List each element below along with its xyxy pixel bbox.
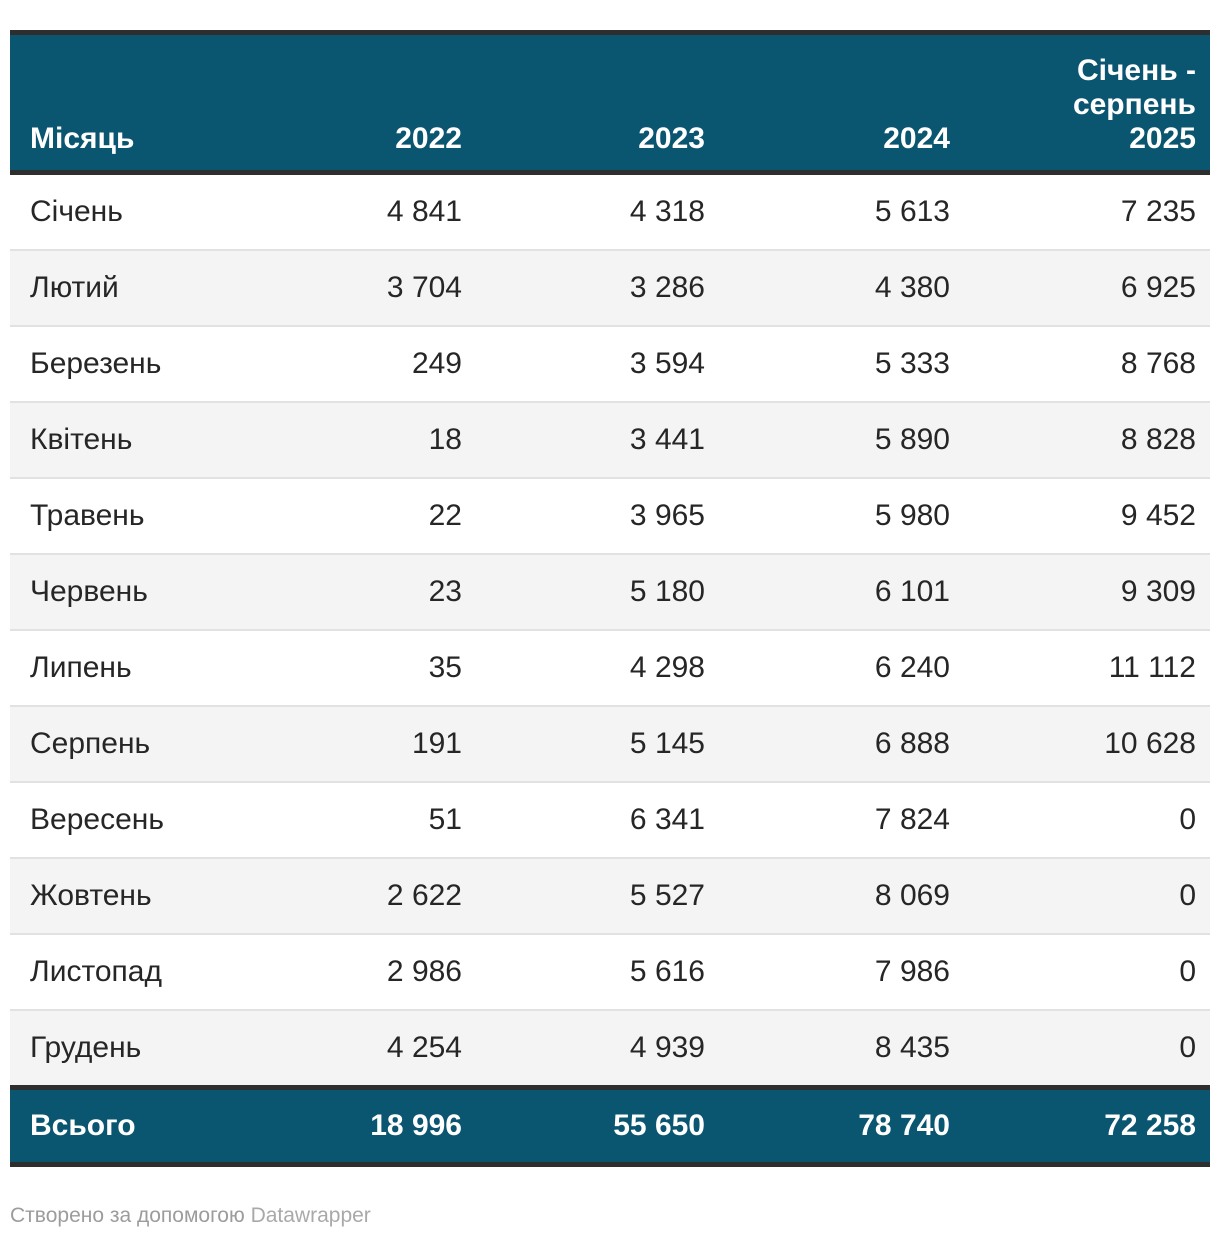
cell-month: Квітень <box>30 423 133 456</box>
table-row-december: Грудень 4 254 4 939 8 435 0 <box>10 1010 1210 1088</box>
total-2024: 78 740 <box>858 1109 950 1142</box>
cell-2025: 0 <box>1179 879 1196 912</box>
table-row-march: Березень 249 3 594 5 333 8 768 <box>10 326 1210 402</box>
cell-2024: 6 888 <box>874 727 950 760</box>
cell-2022: 51 <box>428 803 462 836</box>
cell-2022: 22 <box>428 499 462 532</box>
cell-2024: 8 435 <box>874 1031 950 1064</box>
table-row-february: Лютий 3 704 3 286 4 380 6 925 <box>10 250 1210 326</box>
total-2023: 55 650 <box>613 1109 705 1142</box>
cell-2022: 191 <box>411 727 462 760</box>
cell-2025: 0 <box>1179 1031 1196 1064</box>
table-row-july: Липень 35 4 298 6 240 11 112 <box>10 630 1210 706</box>
cell-2024: 5 980 <box>874 499 950 532</box>
cell-month: Травень <box>30 499 145 532</box>
total-2025: 72 258 <box>1104 1109 1196 1142</box>
cell-2024: 5 613 <box>874 195 950 228</box>
attribution: Створено за допомогою Datawrapper <box>10 1203 1220 1229</box>
table-body: Січень 4 841 4 318 5 613 7 235 Лютий 3 7… <box>10 173 1210 1088</box>
cell-2023: 5 527 <box>629 879 705 912</box>
total-2022: 18 996 <box>370 1109 462 1142</box>
cell-month: Листопад <box>30 955 162 988</box>
monthly-data-table-wrap: Місяць 2022 2023 2024 Січень - серпень 2… <box>10 30 1210 1167</box>
table-row-november: Листопад 2 986 5 616 7 986 0 <box>10 934 1210 1010</box>
table-row-may: Травень 22 3 965 5 980 9 452 <box>10 478 1210 554</box>
table-row-june: Червень 23 5 180 6 101 9 309 <box>10 554 1210 630</box>
header-row: Місяць 2022 2023 2024 Січень - серпень 2… <box>10 32 1210 173</box>
cell-2022: 249 <box>411 347 462 380</box>
cell-2023: 6 341 <box>629 803 705 836</box>
cell-2024: 5 333 <box>874 347 950 380</box>
cell-2024: 7 824 <box>874 803 950 836</box>
cell-2025: 7 235 <box>1120 195 1196 228</box>
cell-2025: 9 309 <box>1120 575 1196 608</box>
cell-2025: 11 112 <box>1108 651 1196 684</box>
cell-2023: 4 318 <box>629 195 705 228</box>
cell-2023: 5 616 <box>629 955 705 988</box>
cell-2023: 5 180 <box>629 575 705 608</box>
cell-2023: 3 441 <box>629 423 705 456</box>
cell-2022: 4 841 <box>386 195 462 228</box>
attribution-datawrapper-link[interactable]: Datawrapper <box>250 1204 371 1227</box>
cell-2023: 4 939 <box>629 1031 705 1064</box>
cell-2025: 6 925 <box>1120 271 1196 304</box>
cell-2024: 6 240 <box>874 651 950 684</box>
cell-2023: 3 965 <box>629 499 705 532</box>
cell-2024: 7 986 <box>874 955 950 988</box>
table-row-october: Жовтень 2 622 5 527 8 069 0 <box>10 858 1210 934</box>
cell-2022: 3 704 <box>386 271 462 304</box>
total-label: Всього <box>30 1109 136 1142</box>
table-header: Місяць 2022 2023 2024 Січень - серпень 2… <box>10 32 1210 173</box>
cell-month: Вересень <box>30 803 164 836</box>
cell-2022: 23 <box>428 575 462 608</box>
cell-2022: 18 <box>428 423 462 456</box>
table-row-august: Серпень 191 5 145 6 888 10 628 <box>10 706 1210 782</box>
header-2022: 2022 <box>395 122 462 155</box>
cell-month: Червень <box>30 575 148 608</box>
header-2023: 2023 <box>638 122 705 155</box>
cell-2024: 8 069 <box>874 879 950 912</box>
header-month: Місяць <box>30 122 135 155</box>
header-2025-line3: 2025 <box>1129 122 1196 155</box>
cell-month: Березень <box>30 347 162 380</box>
cell-2025: 10 628 <box>1104 727 1196 760</box>
header-2024: 2024 <box>883 122 950 155</box>
cell-2025: 8 768 <box>1120 347 1196 380</box>
cell-2025: 0 <box>1179 955 1196 988</box>
cell-2023: 3 594 <box>629 347 705 380</box>
table-footer: Всього 18 996 55 650 78 740 72 258 <box>10 1087 1210 1165</box>
cell-month: Липень <box>30 651 132 684</box>
cell-2023: 3 286 <box>629 271 705 304</box>
cell-2022: 2 986 <box>386 955 462 988</box>
cell-2023: 4 298 <box>629 651 705 684</box>
cell-month: Лютий <box>30 271 119 304</box>
cell-2024: 4 380 <box>874 271 950 304</box>
cell-2025: 0 <box>1179 803 1196 836</box>
cell-2024: 6 101 <box>874 575 950 608</box>
cell-2022: 35 <box>428 651 462 684</box>
header-2025: Січень - серпень 2025 <box>964 33 1210 173</box>
cell-month: Січень <box>30 195 123 228</box>
cell-2022: 2 622 <box>386 879 462 912</box>
cell-2023: 5 145 <box>629 727 705 760</box>
cell-month: Грудень <box>30 1031 142 1064</box>
attribution-prefix-link[interactable]: Створено за допомогою <box>10 1204 245 1227</box>
monthly-data-table: Місяць 2022 2023 2024 Січень - серпень 2… <box>10 30 1210 1167</box>
header-2025-line1: Січень - <box>1077 54 1196 87</box>
cell-2024: 5 890 <box>874 423 950 456</box>
cell-2025: 8 828 <box>1120 423 1196 456</box>
header-2025-line2: серпень <box>1072 88 1196 121</box>
cell-2025: 9 452 <box>1120 499 1196 532</box>
cell-month: Жовтень <box>30 879 152 912</box>
cell-month: Серпень <box>30 727 151 760</box>
table-row-january: Січень 4 841 4 318 5 613 7 235 <box>10 173 1210 251</box>
table-row-september: Вересень 51 6 341 7 824 0 <box>10 782 1210 858</box>
table-row-april: Квітень 18 3 441 5 890 8 828 <box>10 402 1210 478</box>
total-row: Всього 18 996 55 650 78 740 72 258 <box>10 1087 1210 1165</box>
cell-2022: 4 254 <box>386 1031 462 1064</box>
